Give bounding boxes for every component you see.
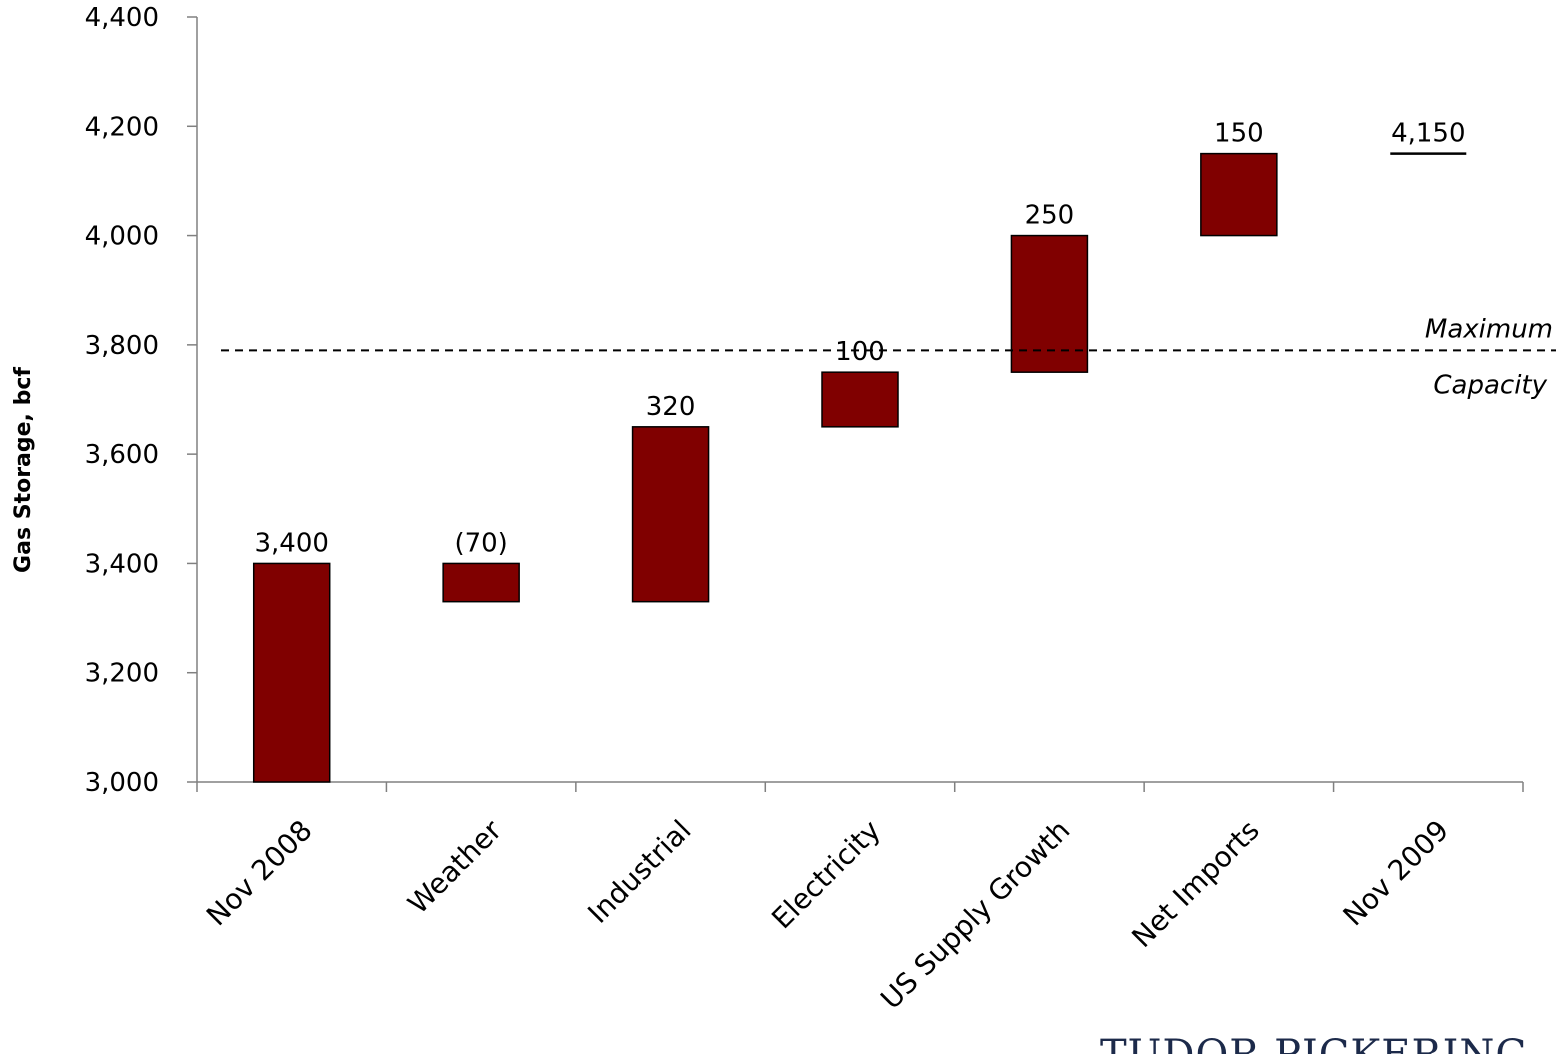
data-label: 150 (1214, 119, 1264, 149)
y-tick-label: 3,600 (85, 440, 159, 470)
x-tick-label: Weather (401, 813, 508, 920)
logo-text: TUDOR PICKERING (1100, 1032, 1528, 1054)
reference-line-group: Maximum Capacity (221, 314, 1556, 400)
data-label: 250 (1025, 201, 1075, 231)
x-tick-label: Industrial (581, 814, 697, 930)
x-tick-label: Electricity (765, 814, 887, 936)
x-tick-label: Nov 2008 (200, 814, 319, 933)
data-label: 320 (646, 392, 696, 422)
bar (1200, 152, 1278, 237)
data-label: 3,400 (254, 528, 328, 558)
y-tick-label: 3,000 (85, 768, 159, 798)
bar (821, 371, 899, 428)
max-capacity-label-bottom: Capacity (1433, 370, 1547, 400)
bar (631, 426, 710, 603)
bar (1010, 234, 1089, 373)
bar (442, 562, 520, 603)
y-tick-label: 4,200 (85, 112, 159, 142)
y-tick-label: 3,800 (85, 331, 159, 361)
y-tick-label: 4,000 (85, 222, 159, 252)
bars: 3,400 (70) 320 100 250 150 4,150 (252, 119, 1467, 783)
x-tick-label: Net Imports (1125, 814, 1265, 954)
y-tick-label: 3,400 (85, 549, 159, 579)
y-axis-title: Gas Storage, bcf (11, 367, 36, 573)
data-label: 100 (835, 337, 885, 367)
bar (252, 562, 331, 783)
data-label: 4,150 (1391, 119, 1465, 149)
y-tick-label: 4,400 (85, 3, 159, 33)
data-label: (70) (454, 528, 507, 558)
max-capacity-label-top: Maximum (1425, 314, 1553, 344)
y-axis: 3,000 3,200 3,400 3,600 3,800 4,000 4,200 4,400 (85, 3, 198, 798)
x-tick-label: Nov 2009 (1337, 814, 1456, 933)
x-tick-label: US Supply Growth (874, 814, 1076, 1016)
logo: TUDOR PICKERING (1100, 1032, 1528, 1054)
y-tick-label: 3,200 (85, 659, 159, 689)
